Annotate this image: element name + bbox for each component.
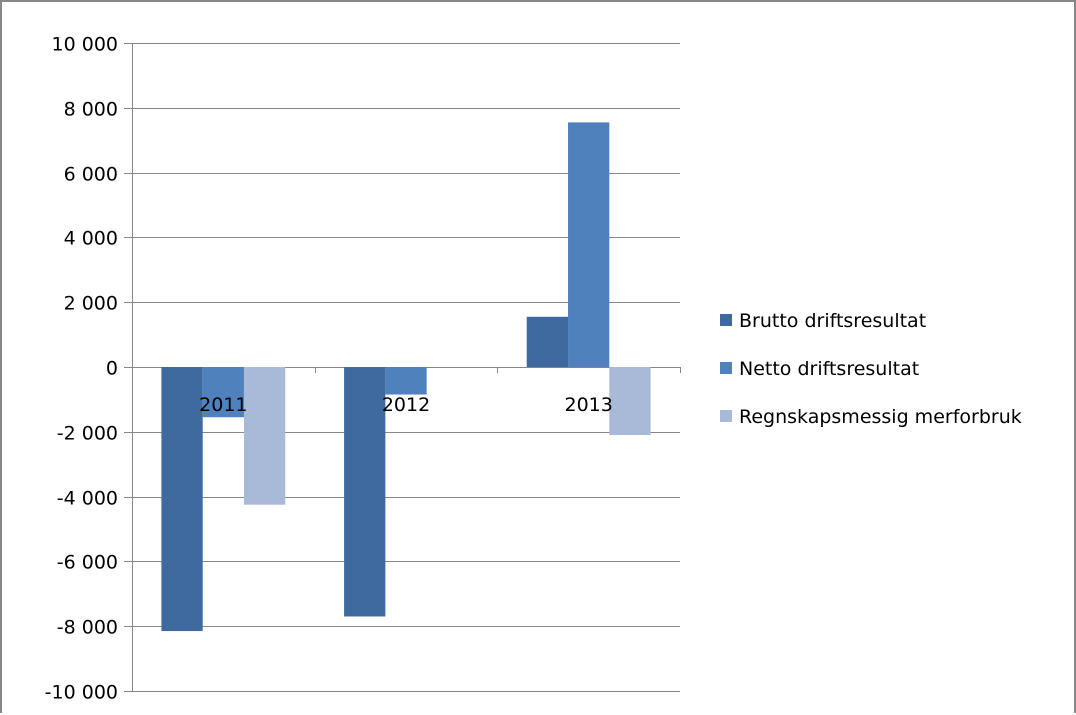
y-tick-label: -4 000 [57,488,118,510]
legend: Brutto driftsresultat Netto driftsresulta… [720,310,1022,428]
y-tick-label: -2 000 [57,423,118,445]
bar-2011-series-2 [202,367,244,418]
x-tick-label: 2013 [564,394,612,416]
bar-2013-series-3 [609,367,651,436]
gridlines [132,43,680,692]
bar-2013-series-2 [568,122,610,367]
x-tick-label: 2011 [199,394,247,416]
y-tick-label: 8 000 [64,99,118,121]
y-tick-label: 4 000 [64,228,118,250]
bar-2012-series-2 [385,367,427,395]
x-axis-tick-labels: 2011 2012 2013 [199,394,613,416]
bar-2012-series-1 [344,367,386,617]
y-tick-label: 0 [106,358,118,380]
legend-swatch [720,314,732,326]
y-axis-tick-labels: 10 000 8 000 6 000 4 000 2 000 0 -2 000 -4 000 -… [45,34,118,704]
legend-label: Brutto driftsresultat [739,310,926,332]
bars [161,122,651,632]
legend-swatch [720,362,732,374]
y-tick-label: -10 000 [45,682,118,704]
legend-label: Regnskapsmessig merforbruk [739,406,1022,428]
y-tick-label: 2 000 [64,293,118,315]
y-tick-label: 6 000 [64,164,118,186]
legend-label: Netto driftsresultat [739,358,919,380]
legend-swatch [720,410,732,422]
bar-2011-series-3 [243,367,286,505]
bar-2013-series-1 [526,316,569,367]
y-tick-label: -6 000 [57,552,118,574]
y-tick-label: 10 000 [52,34,118,56]
x-tick-label: 2012 [382,394,430,416]
bar-2011-series-1 [161,367,203,632]
y-tick-label: -8 000 [57,617,118,639]
